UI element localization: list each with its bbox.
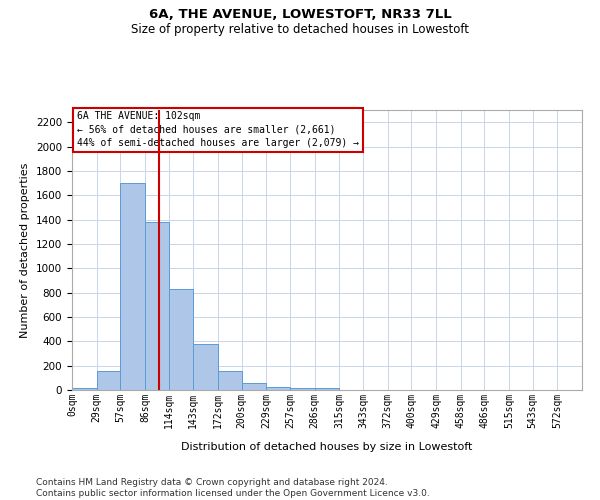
- Text: Size of property relative to detached houses in Lowestoft: Size of property relative to detached ho…: [131, 22, 469, 36]
- Text: Contains HM Land Registry data © Crown copyright and database right 2024.
Contai: Contains HM Land Registry data © Crown c…: [36, 478, 430, 498]
- Bar: [72, 388, 97, 390]
- Y-axis label: Number of detached properties: Number of detached properties: [20, 162, 31, 338]
- Bar: [266, 387, 290, 390]
- Bar: [218, 370, 242, 390]
- Text: 6A, THE AVENUE, LOWESTOFT, NR33 7LL: 6A, THE AVENUE, LOWESTOFT, NR33 7LL: [149, 8, 451, 20]
- Bar: [290, 388, 314, 390]
- Bar: [242, 382, 266, 390]
- Bar: [193, 344, 218, 390]
- Bar: [121, 183, 145, 390]
- Bar: [314, 388, 340, 390]
- Bar: [97, 371, 121, 390]
- Bar: [145, 222, 169, 390]
- Text: 6A THE AVENUE: 102sqm
← 56% of detached houses are smaller (2,661)
44% of semi-d: 6A THE AVENUE: 102sqm ← 56% of detached …: [77, 112, 359, 148]
- Text: Distribution of detached houses by size in Lowestoft: Distribution of detached houses by size …: [181, 442, 473, 452]
- Bar: [169, 289, 193, 390]
